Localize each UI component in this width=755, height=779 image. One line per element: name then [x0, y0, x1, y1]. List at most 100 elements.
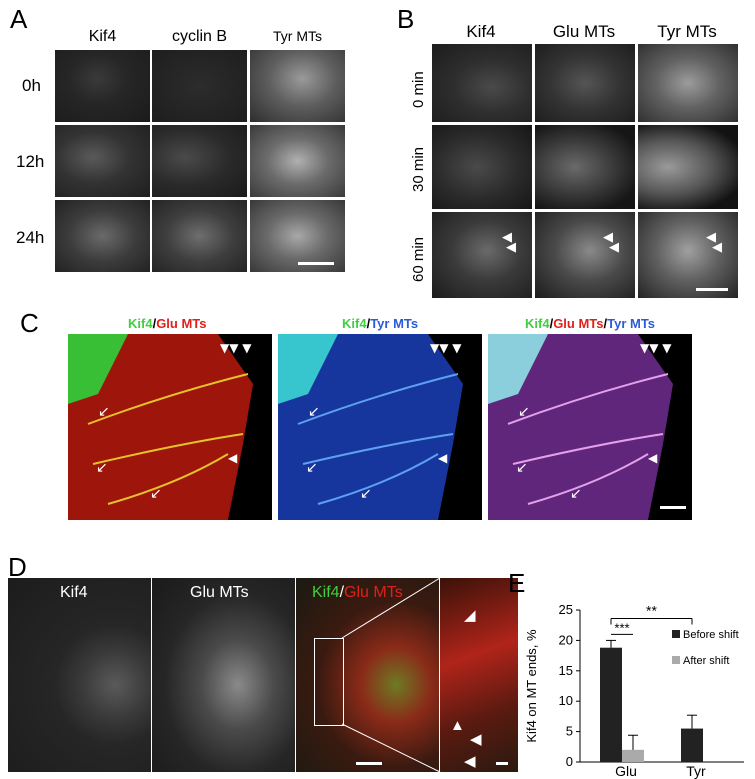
panel-b-img-60min-glu: ◀ ◀ — [535, 212, 635, 298]
panel-a-row-0h: 0h — [22, 76, 41, 95]
svg-text:◀: ◀ — [228, 451, 238, 465]
label-kif4: Kif4 — [312, 584, 340, 601]
panel-b-img-0min-glu — [535, 44, 635, 122]
panel-a-letter: A — [10, 4, 28, 34]
panel-a-img-24h-kif4 — [55, 200, 150, 272]
panel-c-label-3: Kif4/Glu MTs/Tyr MTs — [525, 316, 655, 331]
panel-b-col-tyr: Tyr MTs — [657, 22, 717, 41]
panel-b-img-30min-kif4 — [432, 125, 532, 209]
panel-d-img-glu: Glu MTs — [152, 578, 295, 772]
label-slash: / — [603, 316, 608, 331]
y-tick-label: 0 — [566, 754, 573, 769]
panel-b-img-0min-tyr — [638, 44, 738, 122]
label-glu: Glu MTs — [156, 316, 207, 331]
bar — [681, 728, 703, 762]
label-kif4: Kif4 — [525, 316, 550, 331]
legend-label: After shift — [683, 655, 729, 667]
panel-d-arrowhead: ◀ — [464, 753, 476, 770]
panel-b-row-0min: 0 min — [410, 71, 427, 108]
panel-a-img-0h-kif4 — [55, 50, 150, 122]
panel-b-letter: B — [397, 4, 415, 34]
panel-a-img-0h-tyr — [250, 50, 345, 122]
label-tyr: Tyr MTs — [607, 316, 656, 331]
panel-a-img-12h-cyclin — [152, 125, 247, 197]
y-tick-label: 10 — [559, 693, 573, 708]
panel-b-img-60min-tyr: ◀ ◀ — [638, 212, 738, 298]
panel-b-arrowhead: ◀ — [502, 229, 512, 244]
panel-d-arrowhead: ◀ — [470, 731, 482, 748]
panel-b-img-0min-kif4 — [432, 44, 532, 122]
panel-d-arrowhead: ◢ — [464, 607, 476, 624]
panel-d-arrowhead: ▲ — [450, 717, 465, 734]
panel-d-img-inset: ◢ ▲ ◀ ◀ — [440, 578, 518, 772]
panel-d-img-kif4: Kif4 — [8, 578, 151, 772]
panel-d-img-merge: Kif4/Glu MTs — [296, 578, 439, 772]
bar — [600, 647, 622, 762]
panel-c-letter: C — [20, 308, 39, 338]
legend-swatch — [672, 656, 680, 664]
panel-b-arrowhead: ◀ — [706, 229, 716, 244]
svg-text:↙: ↙ — [516, 460, 528, 476]
legend-swatch — [672, 630, 680, 638]
label-slash: / — [339, 584, 345, 601]
panel-b-img-30min-glu — [535, 125, 635, 209]
label-glu: Glu MTs — [553, 316, 604, 331]
panel-b-arrowhead: ◀ — [506, 239, 516, 254]
panel-a-img-24h-tyr — [250, 200, 345, 272]
y-tick-label: 25 — [559, 602, 573, 617]
panel-b-img-60min-kif4: ◀ ◀ — [432, 212, 532, 298]
svg-text:↙: ↙ — [306, 460, 318, 476]
svg-text:▼▼ ▼: ▼▼ ▼ — [220, 341, 252, 355]
panel-c-img-merge: ▼▼ ▼ ◀ ↙ ↙ ↙ — [488, 334, 692, 520]
panel-d-zoom-lines — [341, 578, 441, 772]
panel-b-img-30min-tyr — [638, 125, 738, 209]
panel-a-col-kif4: Kif4 — [88, 28, 117, 45]
panel-d-merge-label: Kif4/Glu MTs — [312, 584, 403, 602]
panel-a-img-12h-kif4 — [55, 125, 150, 197]
svg-text:↙: ↙ — [150, 486, 162, 502]
panel-a-col-cyclin-b: cyclin B — [171, 28, 228, 45]
panel-d-letter: D — [8, 552, 27, 582]
svg-text:↙: ↙ — [360, 486, 372, 502]
significance-label: ** — [646, 603, 657, 619]
panel-a-img-24h-cyclin — [152, 200, 247, 272]
panel-b-row-30min: 30 min — [410, 146, 427, 192]
panel-d-inset-scalebar — [496, 762, 508, 765]
svg-text:◀: ◀ — [438, 451, 448, 465]
panel-d-inset-box — [314, 638, 344, 726]
svg-text:◀: ◀ — [648, 451, 658, 465]
significance-label: *** — [614, 620, 629, 635]
legend-label: Before shift — [683, 629, 739, 641]
panel-a-scalebar — [298, 262, 334, 265]
panel-b-row-60min: 60 min — [410, 236, 427, 282]
svg-text:▼▼ ▼: ▼▼ ▼ — [430, 341, 462, 355]
x-tick-label: Tyr — [686, 763, 706, 779]
panel-b-arrowhead: ◀ — [603, 229, 613, 244]
panel-a-col-tyr: Tyr MTs — [273, 28, 322, 44]
panel-c-label-2: Kif4/Tyr MTs — [342, 316, 418, 331]
panel-a-img-12h-tyr — [250, 125, 345, 197]
panel-a-row-12h: 12h — [16, 152, 45, 171]
panel-c-cell-drawing: ▼▼ ▼ ◀ ↙ ↙ ↙ — [68, 334, 253, 520]
panel-b-scalebar — [696, 288, 728, 291]
label-glu: Glu MTs — [344, 584, 403, 601]
svg-text:↙: ↙ — [518, 404, 530, 420]
label-tyr: Tyr MTs — [370, 316, 419, 331]
panel-b-col-kif4: Kif4 — [466, 22, 496, 41]
panel-d-scalebar — [356, 762, 382, 765]
y-tick-label: 15 — [559, 663, 573, 678]
panel-c-cell-drawing: ▼▼ ▼ ◀ ↙ ↙ ↙ — [278, 334, 463, 520]
bar — [622, 749, 644, 762]
panel-c-cell-drawing: ▼▼ ▼ ◀ ↙ ↙ ↙ — [488, 334, 686, 520]
label-slash: / — [549, 316, 554, 331]
panel-d-label-glu: Glu MTs — [190, 584, 249, 601]
panel-b-col-glu: Glu MTs — [552, 22, 616, 41]
panel-e-letter: E — [508, 568, 526, 598]
y-tick-label: 5 — [566, 724, 573, 739]
panel-c-img-kif4-tyr: ▼▼ ▼ ◀ ↙ ↙ ↙ — [278, 334, 482, 520]
panel-c-label-1: Kif4/Glu MTs — [128, 316, 207, 331]
panel-b-arrowhead: ◀ — [609, 239, 619, 254]
svg-text:↙: ↙ — [570, 486, 582, 502]
label-slash: / — [366, 316, 371, 331]
